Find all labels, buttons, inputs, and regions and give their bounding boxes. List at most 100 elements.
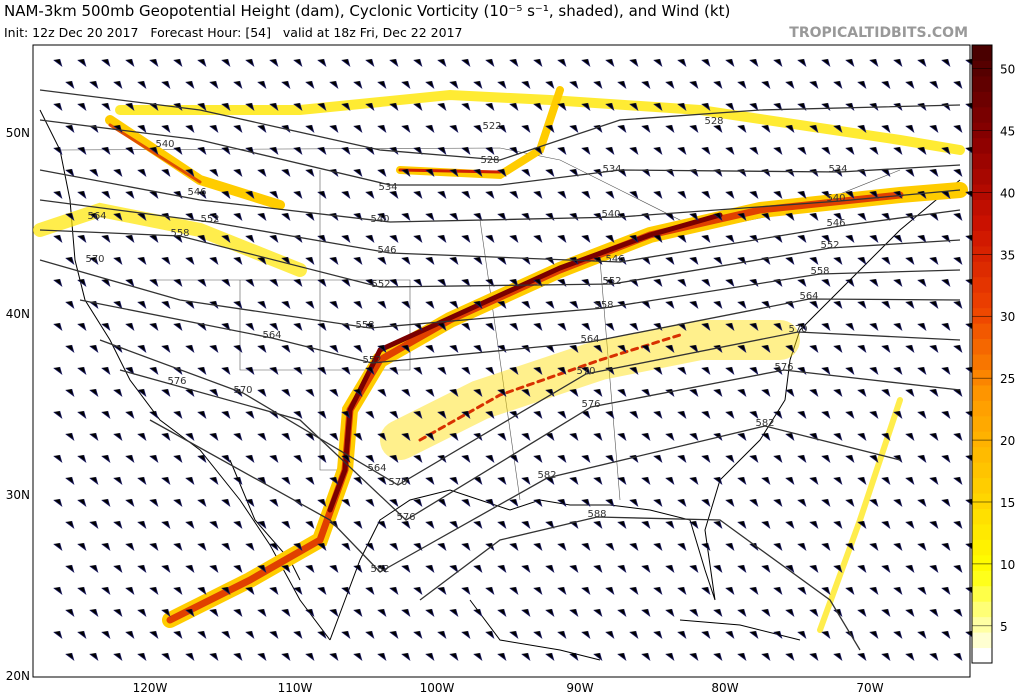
colorbar-swatch: [972, 446, 992, 463]
contour-label: 576: [396, 512, 415, 523]
contour-label: 564: [799, 291, 818, 302]
colorbar-swatch: [972, 45, 992, 61]
colorbar-label: 15: [1000, 496, 1015, 510]
contour-label: 522: [482, 121, 501, 132]
colorbar-swatch: [972, 75, 992, 92]
map: 5405465525585645705645765705585525525465…: [32, 44, 987, 678]
contour-label: 558: [170, 228, 189, 239]
colorbar-swatch: [972, 570, 992, 587]
colorbar-swatch: [972, 539, 992, 556]
colorbar-swatch: [972, 137, 992, 154]
colorbar-swatch: [972, 323, 992, 340]
title: NAM-3km 500mb Geopotential Height (dam),…: [4, 2, 730, 20]
contour-label: 558: [355, 320, 374, 331]
contour-label: 534: [378, 182, 397, 193]
colorbar-swatch: [972, 508, 992, 525]
colorbar-swatch: [972, 369, 992, 386]
colorbar-swatch: [972, 493, 992, 509]
lat-label: 40N: [6, 307, 30, 321]
colorbar-swatch: [972, 106, 992, 123]
colorbar-label: 30: [1000, 310, 1015, 324]
colorbar-swatch: [972, 261, 992, 278]
contour-label: 552: [200, 214, 219, 225]
contour-label: 540: [601, 209, 620, 220]
colorbar-swatch: [972, 400, 992, 417]
colorbar-swatch: [972, 647, 992, 664]
colorbar-swatch: [972, 91, 992, 108]
colorbar-swatch: [972, 554, 992, 571]
lon-label: 120W: [133, 681, 168, 695]
contour-label: 582: [537, 470, 556, 481]
lat-label: 20N: [6, 669, 30, 683]
colorbar-swatch: [972, 384, 992, 401]
contour-label: 540: [370, 214, 389, 225]
colorbar: 5 10 15 20 25 30 35 40 45 50: [971, 44, 1015, 664]
contour-label: 540: [155, 139, 174, 150]
contour-label: 546: [377, 245, 396, 256]
colorbar-swatch: [972, 431, 992, 448]
contour-label: 540: [826, 193, 845, 204]
coastlines: [39, 109, 961, 661]
lon-label: 70W: [856, 681, 883, 695]
contour-label: 528: [704, 116, 723, 127]
colorbar-swatch: [972, 199, 992, 216]
contour-label: 546: [187, 187, 206, 198]
contour-label: 534: [828, 164, 847, 175]
colorbar-swatch: [972, 276, 992, 293]
contour-label: 570: [388, 477, 407, 488]
colorbar-swatch: [972, 523, 992, 540]
colorbar-label: 10: [1000, 558, 1015, 572]
site: TROPICALTIDBITS.COM: [789, 25, 968, 41]
colorbar-swatch: [972, 632, 992, 649]
lon-label: 110W: [278, 681, 313, 695]
colorbar-swatch: [972, 245, 992, 262]
colorbar-swatch: [972, 616, 992, 633]
contour-label: 564: [367, 463, 386, 474]
contour-label: 528: [480, 155, 499, 166]
colorbar-swatch: [972, 168, 992, 185]
contour-label: 534: [602, 164, 621, 175]
lon-label: 100W: [420, 681, 455, 695]
colorbar-label: 45: [1000, 124, 1015, 138]
colorbar-label: 5: [1000, 620, 1008, 634]
contour-label: 582: [755, 418, 774, 429]
contour-label: 552: [602, 276, 621, 287]
contour-label: 582: [370, 564, 389, 575]
contour-label: 570: [233, 385, 252, 396]
contour-label: 570: [576, 366, 595, 377]
contour-label: 570: [85, 254, 104, 265]
colorbar-swatch: [972, 214, 992, 231]
lon-label: 90W: [566, 681, 593, 695]
contour-label: 552: [362, 355, 381, 366]
contour-label: 546: [826, 218, 845, 229]
lat-label: 50N: [6, 126, 30, 140]
colorbar-label: 50: [1000, 63, 1015, 77]
map-frame: [32, 44, 971, 678]
contour-label: 552: [371, 279, 390, 290]
lon-label: 80W: [711, 681, 738, 695]
contour-label: 558: [810, 266, 829, 277]
colorbar-swatch: [972, 415, 992, 432]
contour-label: 564: [87, 211, 106, 222]
colorbar-swatch: [972, 153, 992, 170]
init-line: Init: 12z Dec 20 2017 Forecast Hour: [54…: [4, 25, 462, 40]
colorbar-swatch: [972, 601, 992, 618]
colorbar-swatch: [972, 462, 992, 479]
colorbar-label: 20: [1000, 434, 1015, 448]
contour-label: 576: [774, 362, 793, 373]
colorbar-swatch: [972, 585, 992, 602]
colorbar-swatch: [972, 292, 992, 309]
colorbar-frame: [971, 44, 993, 664]
colorbar-label: 35: [1000, 248, 1015, 262]
colorbar-swatch: [972, 230, 992, 247]
height-contours: [39, 89, 961, 651]
colorbar-label: 40: [1000, 186, 1015, 200]
colorbar-swatch: [972, 307, 992, 324]
lat-label: 30N: [6, 488, 30, 502]
contour-label: 564: [262, 330, 281, 341]
colorbar-swatch: [972, 338, 992, 355]
colorbar-swatch: [972, 354, 992, 370]
contour-label: 546: [605, 254, 624, 265]
contour-label: 576: [167, 376, 186, 387]
